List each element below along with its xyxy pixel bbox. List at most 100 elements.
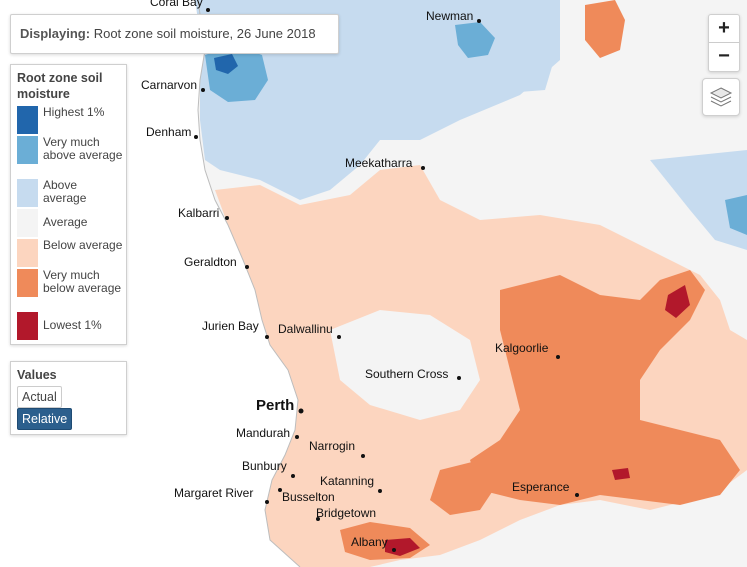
town-label: Meekatharra [345,156,413,170]
town-label: Kalbarri [178,206,219,220]
legend-swatch [17,239,38,267]
region-lowest-1pct-esperance [612,468,630,480]
layers-button[interactable] [702,78,740,116]
actual-button[interactable]: Actual [17,386,62,408]
layers-icon [709,87,733,107]
town-dot [457,376,461,380]
town-carnarvon[interactable]: Carnarvon [141,78,205,92]
region-very-much-below-east [470,270,740,505]
town-narrogin[interactable]: Narrogin [309,439,365,458]
zoom-in-button[interactable]: + [709,15,739,43]
town-albany[interactable]: Albany [351,535,396,552]
legend-title: Root zone soil moisture [17,71,103,101]
town-dot [295,435,299,439]
town-label: Coral Bay [150,0,203,9]
region-very-much-above-ne [455,22,495,58]
coastline [197,0,301,567]
display-info-box: Displaying: Root zone soil moisture, 26 … [10,14,339,54]
display-value: Root zone soil moisture, 26 June 2018 [93,26,316,41]
legend-label: Above average [43,178,87,205]
town-label: Busselton [282,490,335,504]
zoom-control: + − [708,14,740,72]
town-label: Geraldton [184,255,237,269]
legend-swatch [17,312,38,340]
town-label: Katanning [320,474,374,488]
town-label: Southern Cross [365,367,448,381]
town-mandurah[interactable]: Mandurah [236,426,299,440]
values-title: Values [17,368,57,382]
town-label: Jurien Bay [202,319,259,333]
town-dot [421,166,425,170]
town-dot [378,489,382,493]
town-label: Mandurah [236,426,290,440]
town-kalbarri[interactable]: Kalbarri [178,206,229,220]
relative-button[interactable]: Relative [17,408,73,430]
region-lowest-1pct-east [665,285,690,318]
town-coral-bay[interactable]: Coral Bay [150,0,210,12]
town-newman[interactable]: Newman [426,9,481,23]
town-dot [265,335,269,339]
town-label: Newman [426,9,473,23]
town-southern-cross[interactable]: Southern Cross [365,367,461,381]
town-perth[interactable]: Perth [256,397,304,414]
legend-swatch [17,179,38,207]
town-kalgoorlie[interactable]: Kalgoorlie [495,341,560,359]
region-highest-1pct [214,54,238,74]
town-dot [291,474,295,478]
town-dot [477,19,481,23]
town-label: Albany [351,535,388,549]
display-label: Displaying: [20,26,91,41]
town-busselton[interactable]: Busselton [278,488,335,504]
legend-panel: Root zone soil moisture Highest 1% Very … [10,64,127,345]
town-dot [245,265,249,269]
region-very-much-below-south [430,460,500,515]
town-dot [201,88,205,92]
legend-label: Below average [43,238,123,252]
town-dot [392,548,396,552]
legend-label: Very much above average [43,135,123,162]
town-bridgetown[interactable]: Bridgetown [316,506,376,521]
town-dot [194,135,198,139]
town-dot [265,500,269,504]
town-label: Kalgoorlie [495,341,549,355]
values-panel: Values Actual Relative [10,361,127,435]
legend-label: Very much below average [43,268,122,295]
legend-label: Lowest 1% [43,318,102,332]
town-dot [316,517,320,521]
town-label: Margaret River [174,486,253,500]
legend-swatch [17,209,38,237]
town-label: Bridgetown [316,506,376,520]
town-dot [575,493,579,497]
town-dot [206,8,210,12]
town-dot [278,488,282,492]
town-geraldton[interactable]: Geraldton [184,255,249,269]
legend-label: Average [43,215,88,229]
region-very-much-above-east [725,195,747,235]
town-label: Carnarvon [141,78,197,92]
zoom-out-button[interactable]: − [718,45,730,67]
town-katanning[interactable]: Katanning [320,474,382,493]
town-jurien-bay[interactable]: Jurien Bay [202,319,269,339]
town-label: Narrogin [309,439,355,453]
region-very-much-below-north [585,0,625,58]
town-label: Esperance [512,480,570,494]
legend-swatch [17,136,38,164]
town-bunbury[interactable]: Bunbury [242,459,295,478]
town-dot [556,355,560,359]
town-dalwallinu[interactable]: Dalwallinu [278,322,341,339]
legend-swatch [17,106,38,134]
region-average-interior [330,310,480,420]
town-label: Denham [146,125,191,139]
town-esperance[interactable]: Esperance [512,480,579,497]
region-above-average-east [650,150,747,250]
town-label: Bunbury [242,459,287,473]
town-label: Perth [256,397,294,414]
legend-label: Highest 1% [43,105,105,119]
town-denham[interactable]: Denham [146,125,198,139]
legend-swatch [17,269,38,297]
town-meekatharra[interactable]: Meekatharra [345,156,425,170]
town-margaret-river[interactable]: Margaret River [174,486,269,504]
town-label: Dalwallinu [278,322,333,336]
town-dot [225,216,229,220]
town-dot [337,335,341,339]
